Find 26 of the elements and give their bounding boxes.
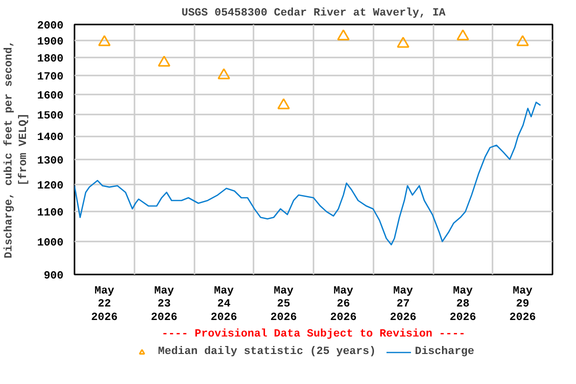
y-tick-label: 1300	[37, 155, 64, 168]
y-tick-label: 1100	[37, 208, 64, 220]
y-tick-label: 1000	[37, 238, 64, 250]
x-tick-label: May 24 2026	[210, 286, 238, 324]
text: ---- Provisional Data Subject to Revision ----	[162, 328, 466, 340]
x-tick-label: May 29 2026	[509, 286, 536, 324]
y-tick-label: 1400	[37, 132, 64, 144]
legend-label: Discharge	[414, 346, 474, 358]
y-tick-label: 1700	[37, 71, 64, 84]
y-tick-label: 2000	[37, 20, 64, 32]
x-tick-label: May 27 2026	[390, 286, 416, 324]
x-tick-label: May 28 2026	[450, 286, 476, 324]
x-tick-label: May 26 2026	[330, 286, 357, 324]
y-tick-label: 1600	[37, 90, 64, 102]
chart-title: USGS 05458300 Cedar River at Waverly, IA	[181, 8, 446, 20]
legend-label: Median daily statistic (25 years)	[158, 346, 376, 358]
line-series	[74, 102, 542, 246]
y-tick-label: 1800	[37, 53, 64, 66]
x-tick-label: May 23 2026	[150, 286, 178, 324]
y-tick-label: 1900	[37, 36, 64, 49]
x-tick-label: May 22 2026	[91, 286, 118, 324]
y-tick-label: 1200	[37, 180, 64, 192]
y-tick-label: 1500	[37, 110, 64, 123]
y-axis-title: Discharge, cubic feet per second, [from VELQ]	[2, 40, 30, 258]
y-tick-label: 900	[44, 270, 64, 282]
x-tick-label: May 25 2026	[270, 286, 297, 324]
